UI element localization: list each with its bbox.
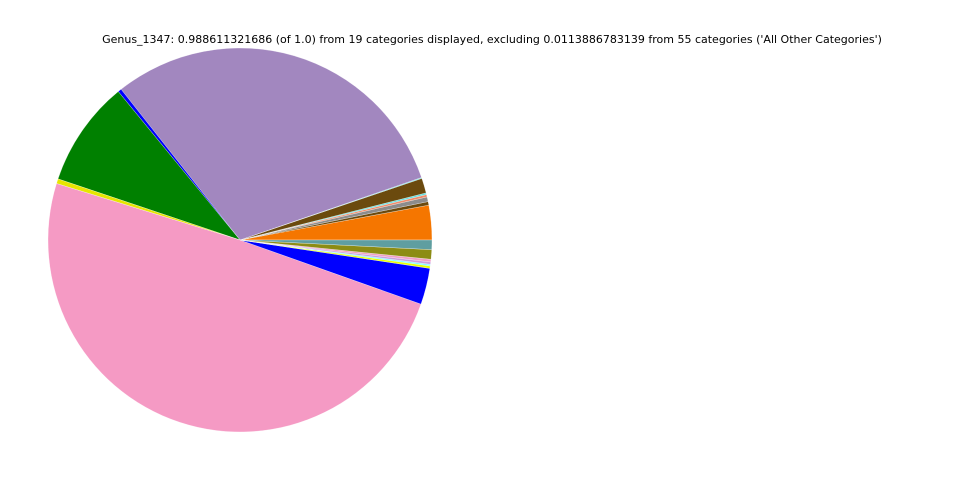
pie-slice	[120, 47, 422, 241]
pie-slice	[239, 239, 433, 250]
pie-slice	[57, 91, 241, 241]
chart-title: Genus_1347: 0.988611321686 (of 1.0) from…	[102, 33, 882, 46]
pie-slice	[47, 183, 422, 433]
